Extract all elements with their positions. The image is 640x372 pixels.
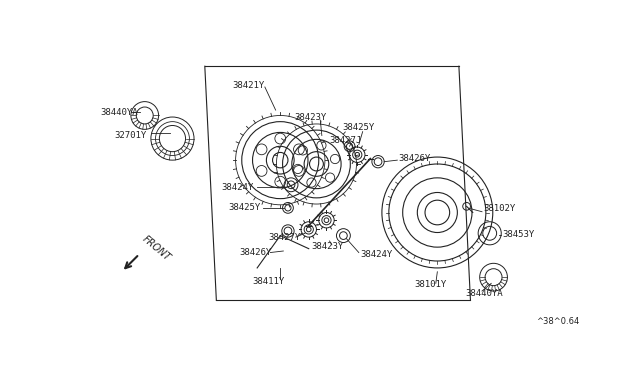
Text: 38424Y: 38424Y <box>360 250 392 259</box>
Text: 38425Y: 38425Y <box>342 123 374 132</box>
Text: 38453Y: 38453Y <box>502 230 534 239</box>
Text: 32701Y: 32701Y <box>114 131 146 140</box>
Text: 38101Y: 38101Y <box>414 280 447 289</box>
Text: 38440YA: 38440YA <box>465 289 502 298</box>
Text: 38102Y: 38102Y <box>484 204 516 213</box>
Text: 38426Y: 38426Y <box>399 154 431 163</box>
Text: 38423Y: 38423Y <box>294 113 326 122</box>
Text: 38440YA: 38440YA <box>101 108 138 117</box>
Text: 38424Y: 38424Y <box>221 183 254 192</box>
Text: 38427J: 38427J <box>330 137 362 145</box>
Text: FRONT: FRONT <box>140 234 172 263</box>
Text: 38426Y: 38426Y <box>239 248 272 257</box>
Text: 38427Y: 38427Y <box>268 232 300 242</box>
Text: 38421Y: 38421Y <box>232 81 265 90</box>
Text: 38423Y: 38423Y <box>311 242 343 251</box>
Text: ^38^0.64: ^38^0.64 <box>536 317 579 326</box>
Text: 38411Y: 38411Y <box>253 276 285 286</box>
Text: 38425Y: 38425Y <box>228 203 260 212</box>
